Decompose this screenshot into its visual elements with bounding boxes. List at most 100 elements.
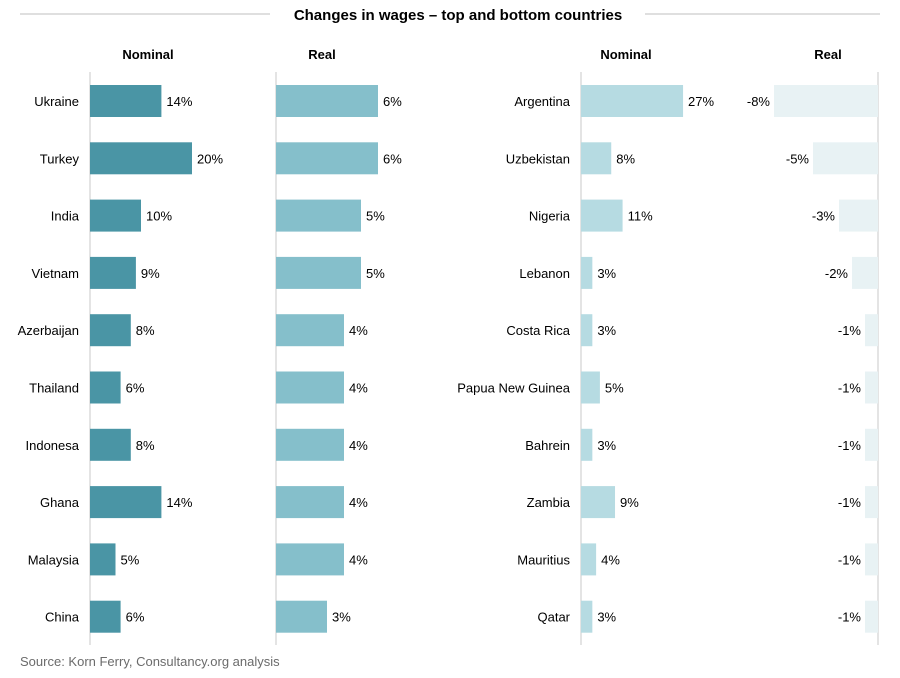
top-real-bar — [276, 543, 344, 576]
header-bottom-nominal: Nominal — [600, 47, 651, 62]
top-real-bar — [276, 600, 327, 633]
bottom-real-value-label: -2% — [825, 266, 849, 281]
bottom-real-value-label: -1% — [838, 552, 862, 567]
header-bottom-real: Real — [814, 47, 841, 62]
country-label: Vietnam — [32, 266, 79, 281]
top-real-bar — [276, 428, 344, 461]
top-real-value-label: 4% — [349, 323, 368, 338]
chart-title: Changes in wages – top and bottom countr… — [294, 7, 622, 24]
bottom-real-bar — [865, 600, 878, 633]
top-nominal-value-label: 14% — [166, 94, 192, 109]
country-label: Qatar — [537, 610, 570, 625]
top-real-bar — [276, 85, 378, 117]
header-top-nominal: Nominal — [122, 47, 173, 62]
bottom-nominal-bar — [581, 142, 612, 175]
bottom-real-value-label: -5% — [786, 151, 810, 166]
source-note: Source: Korn Ferry, Consultancy.org anal… — [20, 654, 280, 669]
country-label: Lebanon — [519, 266, 570, 281]
country-label: Mauritius — [517, 552, 570, 567]
bottom-nominal-bar — [581, 199, 623, 232]
top-real-bar — [276, 256, 361, 289]
bottom-real-bar — [865, 543, 878, 576]
bottom-real-bar — [865, 371, 878, 404]
country-label: Turkey — [40, 151, 80, 166]
top-nominal-value-label: 9% — [141, 266, 160, 281]
top-real-bar — [276, 371, 344, 404]
bottom-nominal-bar — [581, 600, 593, 633]
bottom-nominal-bar — [581, 314, 593, 347]
top-nominal-bar — [90, 85, 162, 117]
top-nominal-value-label: 6% — [126, 610, 145, 625]
country-label: Ghana — [40, 495, 80, 510]
bottom-nominal-bar — [581, 543, 597, 576]
country-label: India — [51, 209, 80, 224]
top-nominal-value-label: 5% — [121, 552, 140, 567]
bottom-nominal-value-label: 3% — [597, 610, 616, 625]
top-nominal-bar — [90, 486, 162, 519]
bottom-nominal-value-label: 3% — [597, 266, 616, 281]
bottom-real-value-label: -1% — [838, 495, 862, 510]
bottom-real-value-label: -1% — [838, 323, 862, 338]
top-nominal-bar — [90, 428, 131, 461]
bottom-nominal-bar — [581, 85, 684, 117]
country-label: Nigeria — [529, 209, 571, 224]
country-label: Zambia — [527, 495, 571, 510]
top-nominal-value-label: 14% — [166, 495, 192, 510]
bottom-nominal-value-label: 5% — [605, 381, 624, 396]
bottom-real-value-label: -8% — [747, 94, 771, 109]
top-real-value-label: 4% — [349, 438, 368, 453]
country-label: Thailand — [29, 381, 79, 396]
header-top-real: Real — [308, 47, 335, 62]
bottom-nominal-value-label: 3% — [597, 438, 616, 453]
bottom-real-bar — [813, 142, 878, 175]
bottom-real-value-label: -3% — [812, 209, 836, 224]
top-nominal-bar — [90, 314, 131, 347]
top-nominal-value-label: 10% — [146, 209, 172, 224]
country-label: Argentina — [514, 94, 570, 109]
country-label: Malaysia — [28, 552, 80, 567]
top-nominal-value-label: 6% — [126, 381, 145, 396]
bottom-real-bar — [839, 199, 878, 232]
country-label: Indonesa — [26, 438, 80, 453]
bottom-nominal-bar — [581, 256, 593, 289]
top-real-value-label: 6% — [383, 94, 402, 109]
top-nominal-bar — [90, 256, 136, 289]
bottom-nominal-value-label: 4% — [601, 552, 620, 567]
bottom-nominal-value-label: 11% — [628, 209, 653, 224]
bottom-real-bar — [865, 428, 878, 461]
country-label: Costa Rica — [506, 323, 570, 338]
top-real-value-label: 3% — [332, 610, 351, 625]
bottom-nominal-value-label: 3% — [597, 323, 616, 338]
country-label: Azerbaijan — [18, 323, 79, 338]
top-real-value-label: 5% — [366, 266, 385, 281]
top-nominal-value-label: 20% — [197, 151, 223, 166]
bottom-real-bar — [774, 85, 878, 117]
country-label: Papua New Guinea — [457, 381, 571, 396]
bottom-nominal-bar — [581, 486, 616, 519]
bottom-real-value-label: -1% — [838, 381, 862, 396]
bottom-real-bar — [852, 256, 878, 289]
top-real-value-label: 6% — [383, 151, 402, 166]
top-real-bar — [276, 199, 361, 232]
top-nominal-bar — [90, 142, 192, 175]
bottom-real-value-label: -1% — [838, 438, 862, 453]
top-real-value-label: 4% — [349, 381, 368, 396]
bottom-nominal-value-label: 27% — [688, 94, 714, 109]
top-nominal-value-label: 8% — [136, 438, 155, 453]
top-real-bar — [276, 486, 344, 519]
top-real-value-label: 4% — [349, 495, 368, 510]
country-label: China — [45, 610, 80, 625]
top-real-bar — [276, 314, 344, 347]
top-nominal-bar — [90, 600, 121, 633]
top-real-bar — [276, 142, 378, 175]
top-nominal-bar — [90, 543, 116, 576]
country-label: Ukraine — [34, 94, 79, 109]
country-label: Bahrein — [525, 438, 570, 453]
country-label: Uzbekistan — [506, 151, 570, 166]
bottom-real-bar — [865, 486, 878, 519]
top-nominal-bar — [90, 199, 141, 232]
bottom-nominal-bar — [581, 428, 593, 461]
bottom-real-bar — [865, 314, 878, 347]
top-nominal-bar — [90, 371, 121, 404]
